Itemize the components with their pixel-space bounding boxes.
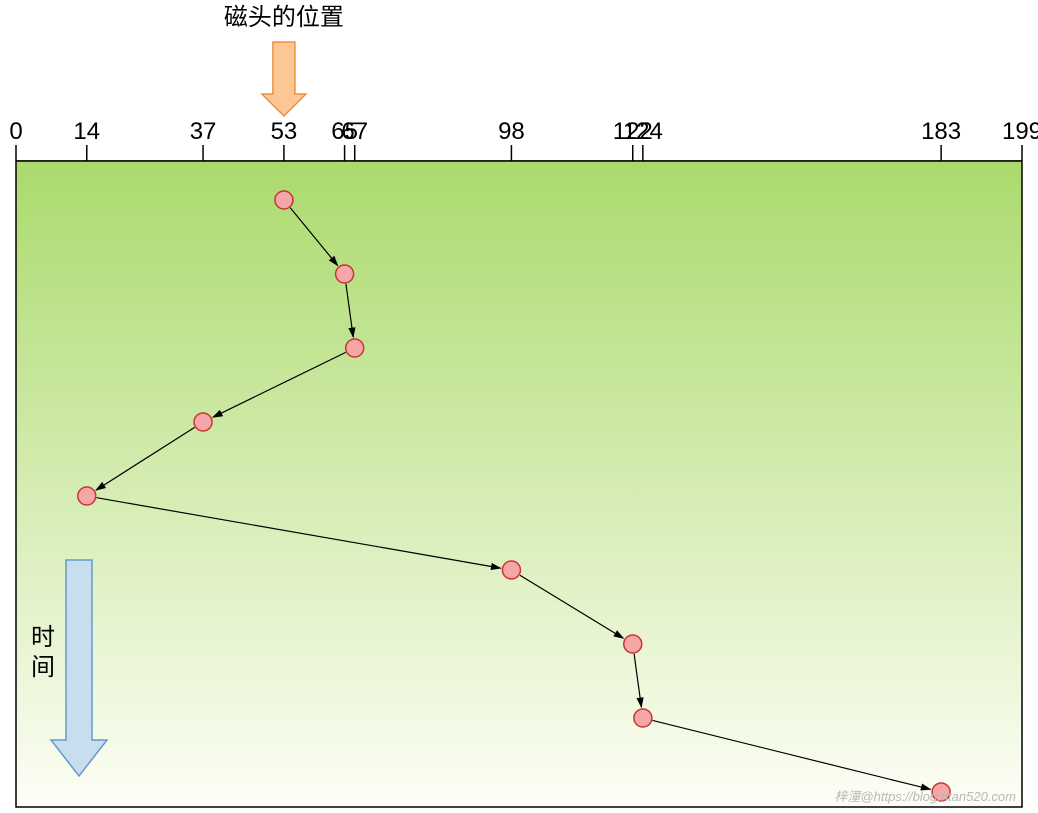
plot-area (16, 161, 1022, 807)
axis-tick-label: 183 (921, 118, 961, 145)
axis-tick-label: 0 (9, 118, 22, 145)
time-label-char1: 时 (31, 624, 55, 651)
seek-node (634, 709, 652, 727)
disk-schedule-chart: 磁头的位置 0143753656798122124183199 时 间 梓潼@h… (0, 0, 1038, 813)
axis-tick-label: 67 (341, 118, 368, 145)
head-arrow (262, 42, 306, 116)
axis-tick-label: 98 (498, 118, 525, 145)
axis-ticks: 0143753656798122124183199 (9, 118, 1038, 161)
watermark-text: 梓潼@https://blog.ntan520.com (834, 789, 1016, 804)
axis-tick-label: 124 (623, 118, 663, 145)
head-position-label: 磁头的位置 (224, 4, 344, 31)
axis-tick-label: 199 (1002, 118, 1038, 145)
time-label-char2: 间 (31, 654, 55, 681)
axis-tick-label: 53 (271, 118, 298, 145)
seek-node (336, 265, 354, 283)
seek-node (346, 339, 364, 357)
axis-tick-label: 14 (73, 118, 100, 145)
seek-node (624, 635, 642, 653)
seek-node (275, 191, 293, 209)
seek-node (78, 487, 96, 505)
axis-tick-label: 37 (190, 118, 217, 145)
seek-node (194, 413, 212, 431)
seek-node (502, 561, 520, 579)
